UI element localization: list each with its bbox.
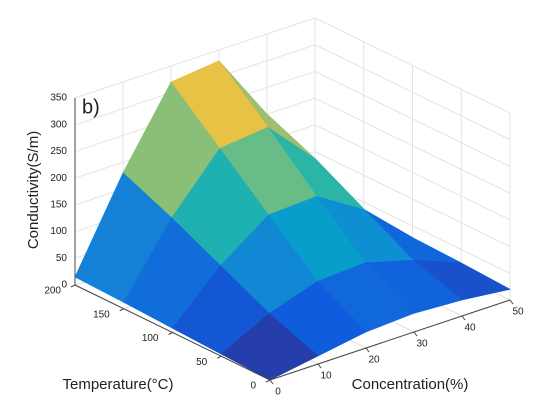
tick-mark <box>217 355 222 359</box>
tick-mark <box>265 379 271 383</box>
y-tick-label: 50 <box>196 357 208 368</box>
z-tick-label: 250 <box>50 146 67 157</box>
z-tick-label: 100 <box>50 226 67 237</box>
annotation: b) <box>82 96 100 118</box>
labels: 0 50 100 150 200 250 300 350 0 10 20 30 40 50 0 50 100 15… <box>44 93 524 398</box>
x-tick-label: 20 <box>368 355 380 366</box>
z-tick-label: 0 <box>61 280 67 291</box>
x-tick-label: 50 <box>512 307 524 318</box>
tick-mark <box>509 299 514 305</box>
y-tick-label: 200 <box>44 286 61 297</box>
x-tick-label: 0 <box>275 387 281 398</box>
tick-mark <box>365 347 370 353</box>
y-tick-label: 100 <box>142 333 159 344</box>
z-axis-label: Conductivity(S/m) <box>25 131 42 249</box>
tick-mark <box>413 331 418 337</box>
surface <box>74 60 511 381</box>
x-tick-label: 40 <box>464 323 476 334</box>
z-tick-label: 200 <box>50 173 67 184</box>
z-tick-label: 350 <box>50 93 67 104</box>
z-tick-label: 50 <box>56 253 68 264</box>
tick-mark <box>168 332 173 335</box>
x-axis-label: Concentration(%) <box>352 376 469 393</box>
surface-cell <box>220 313 319 381</box>
tick-mark <box>70 284 76 288</box>
y-axis-label: Temperature(°C) <box>62 376 173 393</box>
axis-line <box>269 299 511 381</box>
axis-line <box>74 284 271 381</box>
z-tick-label: 150 <box>50 199 67 210</box>
tick-mark <box>317 363 322 369</box>
y-tick-label: 0 <box>250 381 256 392</box>
z-tick-label: 300 <box>50 119 67 130</box>
grid-line <box>74 17 316 99</box>
tick-mark <box>461 315 466 321</box>
x-tick-label: 10 <box>320 371 332 382</box>
x-tick-label: 30 <box>416 339 428 350</box>
y-tick-label: 150 <box>93 309 110 320</box>
tick-mark <box>119 308 124 312</box>
tick-mark <box>269 379 274 385</box>
